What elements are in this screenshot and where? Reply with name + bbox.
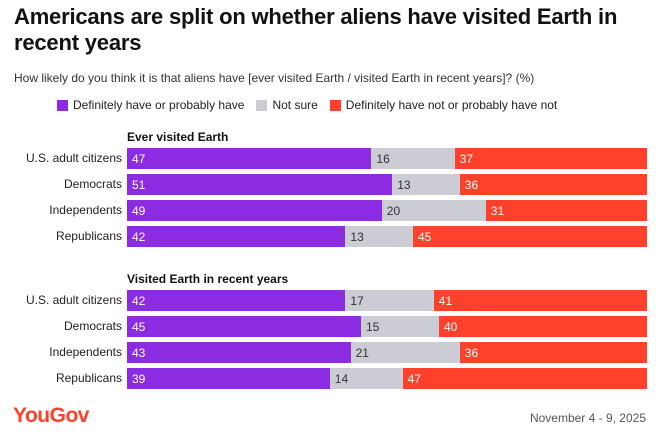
section-title: Visited Earth in recent years bbox=[127, 272, 289, 286]
data-label: 41 bbox=[438, 293, 453, 308]
legend-item-unsure: Not sure bbox=[256, 98, 318, 112]
bar-segment-unsure: 20 bbox=[381, 200, 486, 221]
data-label: 37 bbox=[459, 151, 473, 166]
data-label: 51 bbox=[132, 177, 146, 192]
row-label: U.S. adult citizens bbox=[25, 151, 122, 165]
data-label: 36 bbox=[464, 345, 479, 360]
data-label: 49 bbox=[132, 203, 146, 218]
bar-row: 42 17 41 bbox=[127, 290, 647, 311]
bar-row: 47 16 37 bbox=[127, 148, 647, 169]
bar-segment-yes: 39 bbox=[127, 368, 330, 389]
data-label: 42 bbox=[132, 293, 146, 308]
legend-label-no: Definitely have not or probably have not bbox=[345, 98, 558, 112]
legend: Definitely have or probably have Not sur… bbox=[57, 98, 569, 112]
row-label: Independents bbox=[49, 345, 122, 359]
data-label: 15 bbox=[366, 319, 380, 334]
chart-title: Americans are split on whether aliens ha… bbox=[14, 4, 618, 55]
bar-segment-no: 31 bbox=[485, 200, 647, 221]
data-label: 45 bbox=[417, 229, 432, 244]
chart-subtitle: How likely do you think it is that alien… bbox=[14, 71, 535, 85]
bar-row: 39 14 47 bbox=[127, 368, 647, 389]
section-title: Ever visited Earth bbox=[127, 130, 229, 144]
bar-segment-no: 36 bbox=[459, 342, 647, 363]
data-label: 47 bbox=[407, 371, 421, 386]
bar-row: 45 15 40 bbox=[127, 316, 647, 337]
legend-swatch-yes bbox=[57, 99, 68, 111]
data-label: 13 bbox=[350, 229, 364, 244]
data-label: 20 bbox=[386, 203, 401, 218]
data-label: 31 bbox=[490, 203, 505, 218]
data-label: 40 bbox=[444, 319, 458, 334]
bar-segment-no: 45 bbox=[412, 226, 647, 247]
row-label: U.S. adult citizens bbox=[25, 293, 122, 307]
legend-item-yes: Definitely have or probably have bbox=[57, 98, 244, 112]
bar-segment-yes: 42 bbox=[127, 290, 346, 311]
data-label: 36 bbox=[464, 177, 479, 192]
bar-segment-no: 47 bbox=[402, 368, 647, 389]
legend-item-no: Definitely have not or probably have not bbox=[329, 98, 558, 112]
data-label: 21 bbox=[355, 345, 369, 360]
bar-segment-unsure: 13 bbox=[345, 226, 413, 247]
row-label: Democrats bbox=[63, 319, 122, 333]
legend-swatch-no bbox=[329, 99, 341, 111]
bar-segment-unsure: 17 bbox=[345, 290, 434, 311]
bar-segment-unsure: 13 bbox=[392, 174, 460, 195]
bar-segment-no: 40 bbox=[439, 316, 647, 337]
data-label: 42 bbox=[132, 229, 146, 244]
bar-row: 43 21 36 bbox=[127, 342, 647, 363]
legend-swatch-unsure bbox=[256, 99, 268, 111]
bar-segment-unsure: 15 bbox=[361, 316, 439, 337]
legend-label-yes: Definitely have or probably have bbox=[73, 98, 245, 112]
row-label: Republicans bbox=[55, 371, 122, 385]
bar-segment-unsure: 21 bbox=[350, 342, 460, 363]
bar-segment-yes: 43 bbox=[127, 342, 351, 363]
row-label: Independents bbox=[49, 203, 122, 217]
yougov-logo: YouGov bbox=[13, 404, 89, 427]
bar-row: 42 13 45 bbox=[127, 226, 647, 247]
bar-segment-unsure: 16 bbox=[371, 148, 455, 169]
bar-segment-no: 41 bbox=[433, 290, 647, 311]
bar-segment-no: 37 bbox=[454, 148, 647, 169]
data-label: 45 bbox=[132, 319, 146, 334]
bar-row: 49 20 31 bbox=[127, 200, 647, 221]
bar-segment-yes: 45 bbox=[127, 316, 361, 337]
data-label: 39 bbox=[132, 371, 146, 386]
bar-segment-yes: 51 bbox=[127, 174, 393, 195]
data-label: 13 bbox=[397, 177, 411, 192]
legend-label-unsure: Not sure bbox=[272, 98, 318, 112]
bar-segment-yes: 47 bbox=[127, 148, 372, 169]
row-label: Republicans bbox=[55, 229, 122, 243]
row-label: Democrats bbox=[63, 177, 122, 191]
data-label: 47 bbox=[132, 151, 146, 166]
bar-segment-yes: 49 bbox=[127, 200, 382, 221]
bar-segment-yes: 42 bbox=[127, 226, 346, 247]
data-label: 16 bbox=[376, 151, 390, 166]
bar-segment-unsure: 14 bbox=[329, 368, 403, 389]
bar-row: 51 13 36 bbox=[127, 174, 647, 195]
data-label: 17 bbox=[350, 293, 364, 308]
data-label: 43 bbox=[132, 345, 146, 360]
bar-segment-no: 36 bbox=[459, 174, 647, 195]
data-label: 14 bbox=[334, 371, 349, 386]
survey-date: November 4 - 9, 2025 bbox=[529, 411, 646, 425]
